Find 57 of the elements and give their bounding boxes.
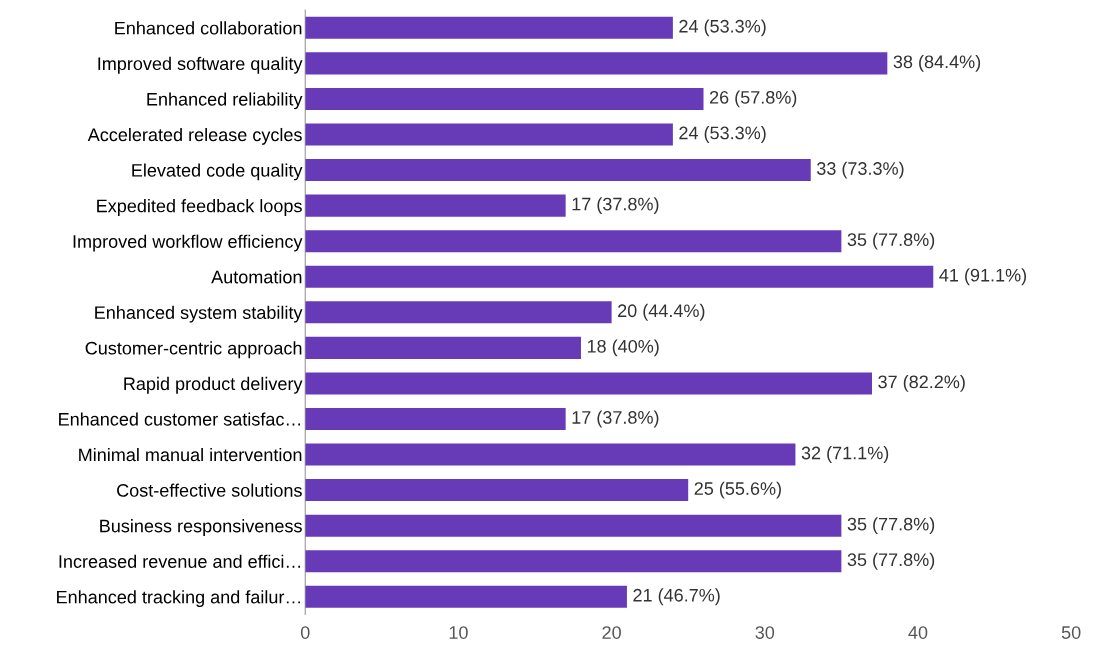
y-tick-label: Automation [211,270,302,284]
x-tick-label: 30 [755,626,775,639]
data-label: 35 (77.8%) [847,552,935,570]
bar [305,87,704,110]
data-label: 17 (37.8%) [572,410,659,428]
data-label: 21 (46.7%) [633,588,720,606]
data-label: 24 (53.3%) [679,126,766,143]
y-tick-label: Enhanced system stability [95,305,303,323]
x-tick-label: 40 [908,626,928,639]
y-tick-label: Business responsiveness [100,519,302,536]
bar [305,372,873,395]
data-label: 18 (40%) [587,339,659,357]
bar [305,550,842,573]
y-tick-label: Enhanced reliability [147,92,303,110]
data-label: 33 (73.3%) [816,161,904,179]
data-label: 26 (57.8%) [709,90,797,108]
data-label: 37 (82.2%) [878,375,965,392]
x-tick-label: 50 [1061,626,1081,639]
data-label: 17 (37.8%) [572,197,659,215]
bar [305,123,673,146]
y-tick-label: Enhanced collaboration [115,21,302,35]
bar [305,407,566,430]
y-tick-label: Customer-centric approach [85,341,302,359]
y-tick-label: Cost-effective solutions [117,483,302,497]
x-tick-label: 10 [449,626,468,639]
data-label: 25 (55.6%) [694,481,781,499]
data-label: 38 (84.4%) [893,54,981,72]
bar [305,230,842,253]
x-tick-label: 0 [300,626,310,639]
bar [305,159,811,182]
y-tick-label: Increased revenue and effici… [59,554,301,568]
data-label: 20 (44.4%) [618,303,705,321]
bar [305,514,842,537]
y-tick-label: Enhanced tracking and failur… [57,590,301,608]
bar [305,194,566,217]
data-label: 35 (77.8%) [847,232,935,250]
x-tick-label: 20 [602,626,621,639]
y-tick-label: Rapid product delivery [124,376,303,394]
data-label: 35 (77.8%) [847,517,935,535]
y-tick-label: Elevated code quality [132,163,303,181]
bar [305,52,888,75]
y-tick-label: Minimal manual intervention [79,447,302,462]
bar [305,479,689,502]
data-label: 41 (91.1%) [939,268,1027,286]
bar [305,585,627,608]
bar [305,336,581,359]
y-tick-label: Improved workflow efficiency [73,234,303,252]
bar [305,301,612,324]
y-tick-label: Expedited feedback loops [97,199,302,216]
bar [305,443,796,466]
bar [305,265,934,288]
data-label: 24 (53.3%) [679,19,766,37]
data-label: 32 (71.1%) [801,446,889,463]
bar [305,16,673,39]
y-tick-label: Accelerated release cycles [87,127,302,145]
y-tick-label: Enhanced customer satisfac… [59,412,301,426]
y-tick-label: Improved software quality [98,56,303,74]
